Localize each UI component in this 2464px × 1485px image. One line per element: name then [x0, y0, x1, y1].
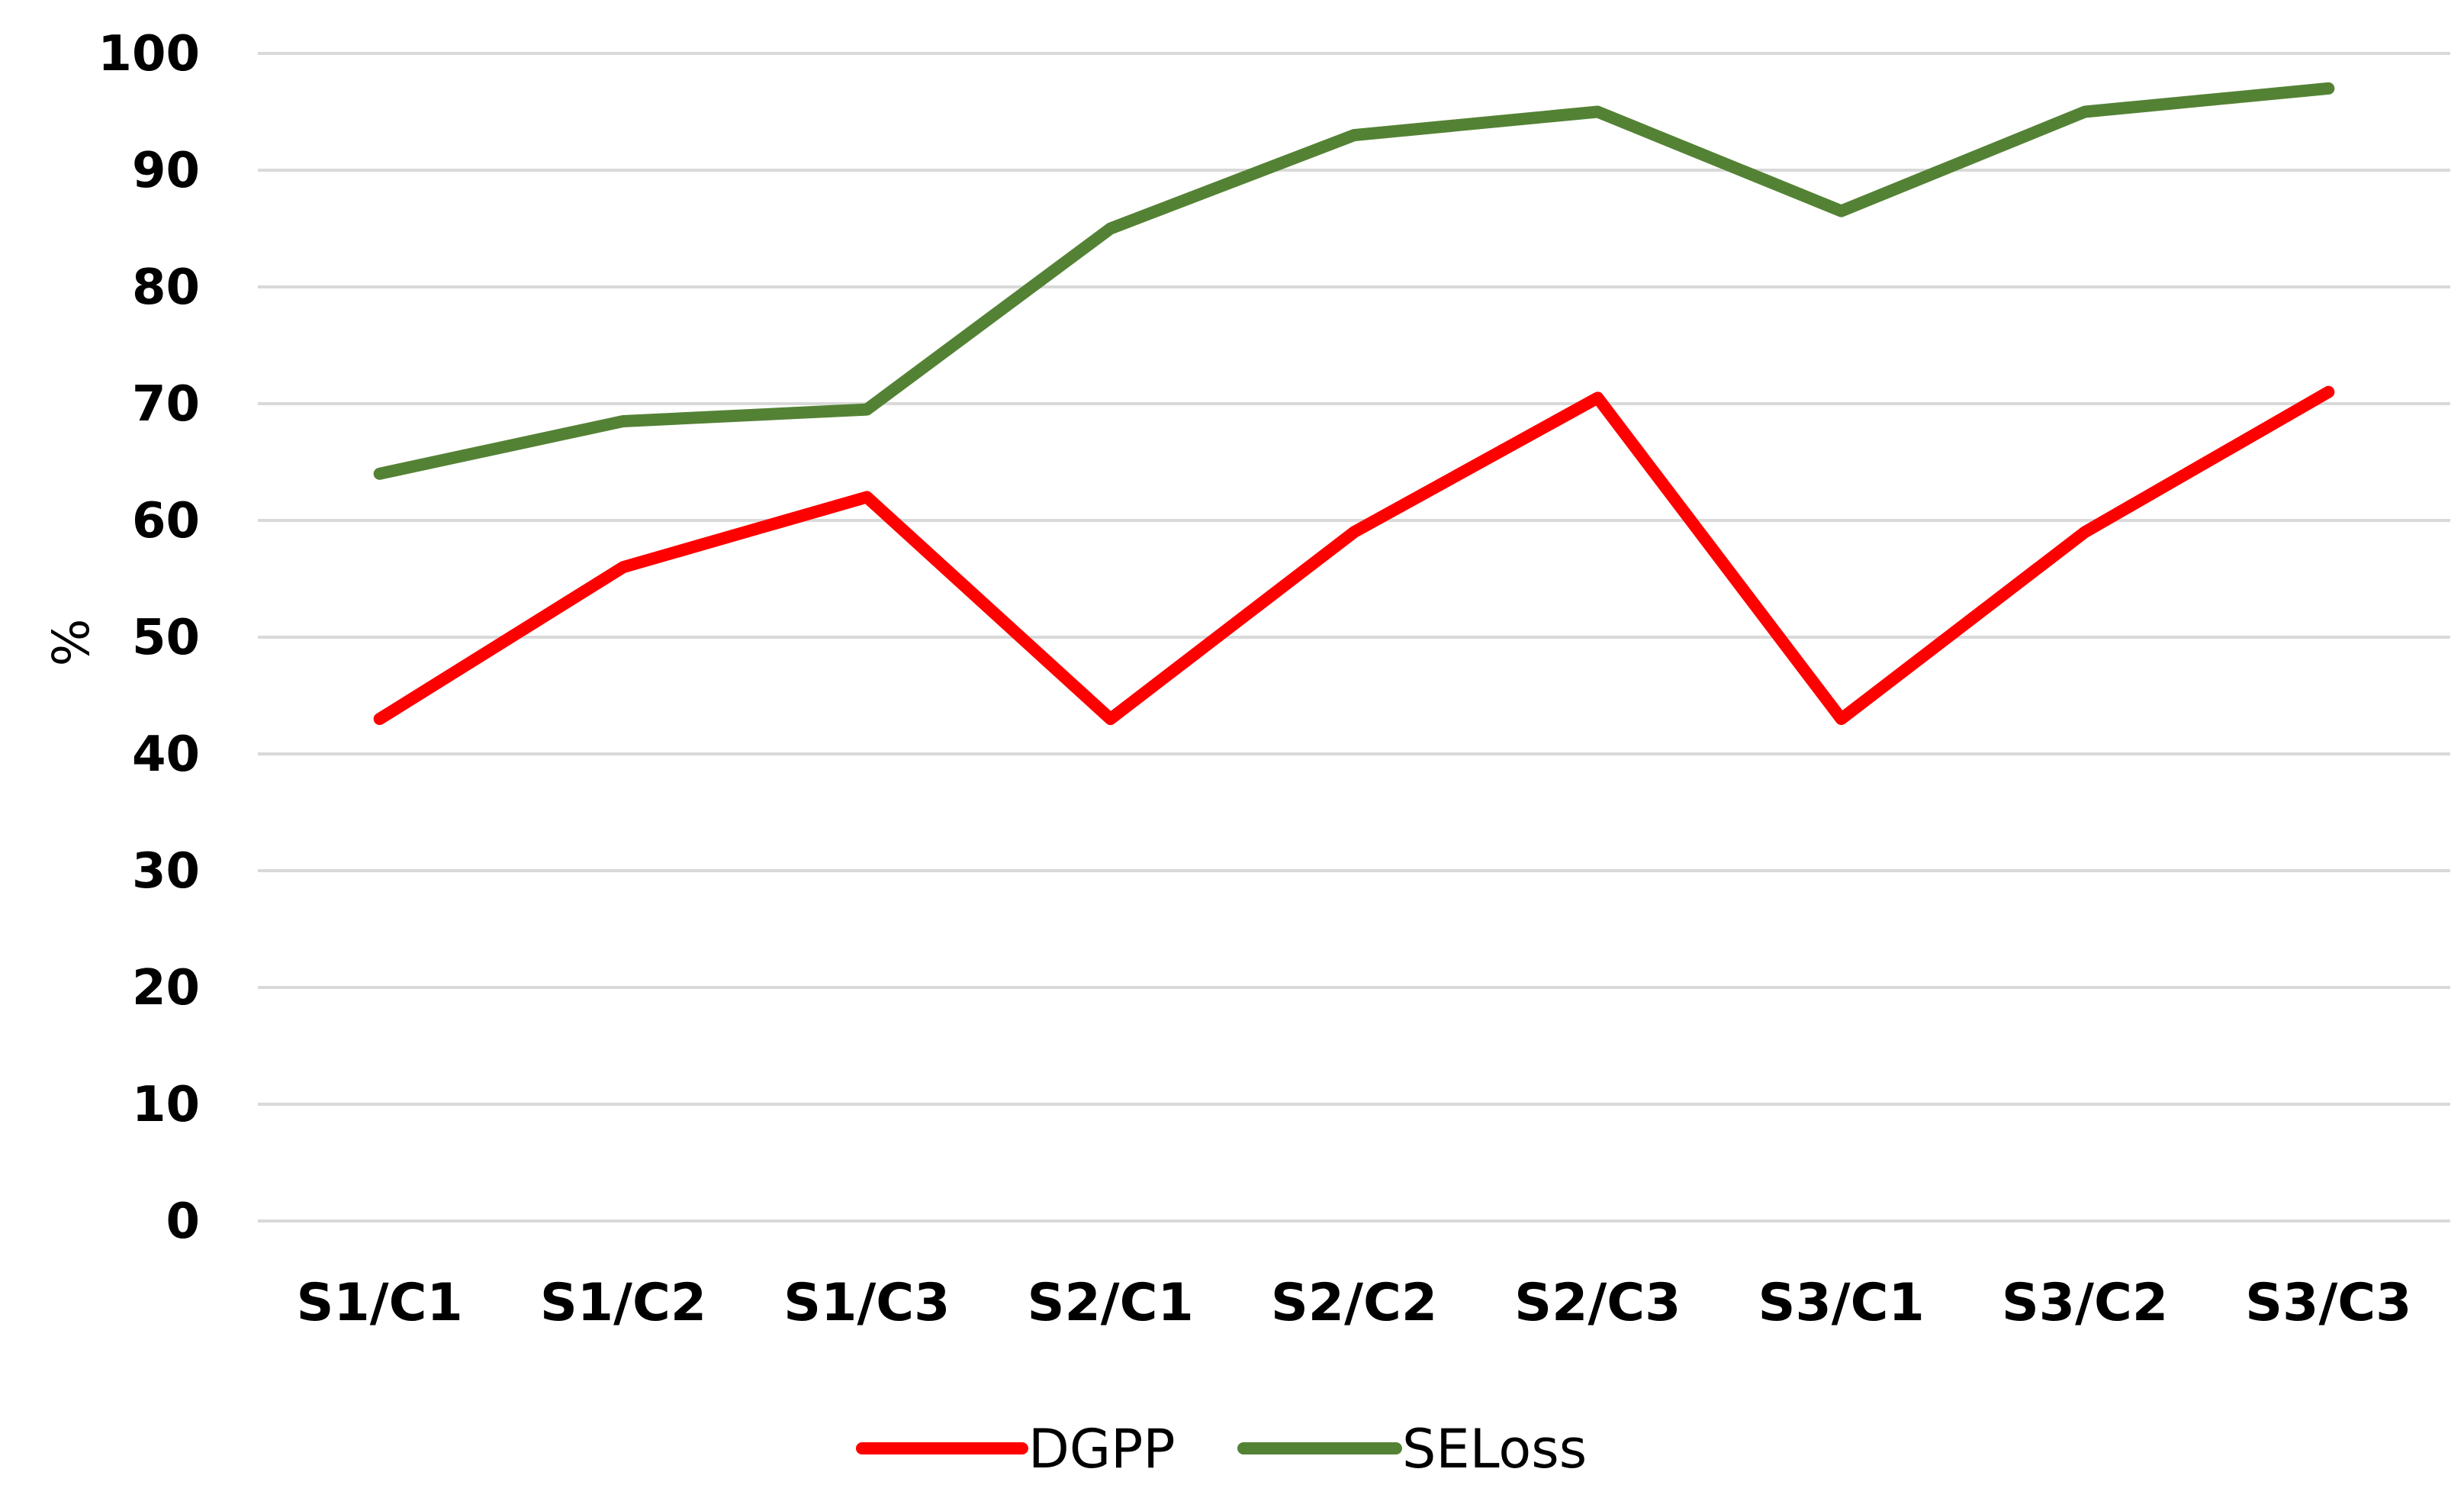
gridlines — [258, 52, 2450, 1222]
data-point-seloss — [1592, 106, 1604, 118]
x-tick-label: S3/C1 — [1758, 1273, 1924, 1333]
y-tick-label: 70 — [132, 376, 200, 433]
y-tick-label: 80 — [132, 259, 200, 316]
data-point-seloss — [2080, 106, 2090, 118]
y-tick-label: 50 — [132, 610, 200, 666]
y-tick-label: 0 — [166, 1193, 200, 1250]
x-axis-tick-labels: S1/C1 S1/C2 S1/C3 S2/C1 S2/C2 S2/C3 S3/C1 S3/C2… — [296, 1273, 2411, 1333]
x-tick-label: S2/C3 — [1514, 1273, 1681, 1333]
data-point-dgpp — [618, 562, 629, 573]
series-line-seloss — [373, 82, 2335, 480]
data-point-dgpp — [1349, 527, 1359, 538]
data-point-seloss — [374, 468, 385, 479]
data-point-seloss — [2323, 82, 2334, 94]
y-tick-label: 20 — [132, 960, 200, 1016]
data-point-seloss — [1349, 130, 1359, 141]
series-lines — [373, 82, 2335, 726]
y-tick-label: 100 — [98, 26, 200, 82]
data-point-seloss — [618, 415, 629, 427]
data-point-dgpp — [1592, 392, 1604, 404]
legend-label-dgpp: DGPP — [1028, 1418, 1176, 1480]
x-tick-label: S3/C2 — [2002, 1273, 2168, 1333]
data-point-dgpp — [1835, 714, 1847, 725]
data-point-dgpp — [374, 714, 385, 725]
x-tick-label: S1/C1 — [296, 1273, 462, 1333]
x-tick-label: S3/C3 — [2245, 1273, 2411, 1333]
y-tick-label: 40 — [132, 726, 200, 783]
series-line-dgpp — [373, 385, 2335, 726]
x-tick-label: S2/C1 — [1027, 1273, 1193, 1333]
y-axis-tick-labels: 0 10 20 30 40 50 60 70 80 90 100 — [98, 26, 200, 1250]
legend-label-seloss: SELoss — [1402, 1418, 1587, 1480]
x-tick-label: S1/C2 — [540, 1273, 706, 1333]
data-point-seloss — [1835, 205, 1847, 217]
data-point-seloss — [1105, 223, 1116, 234]
data-point-dgpp — [861, 491, 873, 503]
y-tick-label: 60 — [132, 493, 200, 549]
data-point-dgpp — [2323, 386, 2334, 398]
y-tick-label: 30 — [132, 843, 200, 900]
data-point-dgpp — [2080, 527, 2090, 538]
legend: DGPP SELoss — [856, 1418, 1587, 1480]
x-tick-label: S2/C2 — [1271, 1273, 1437, 1333]
data-point-seloss — [861, 404, 873, 415]
data-point-dgpp — [1105, 714, 1116, 725]
y-tick-label: 90 — [132, 143, 200, 199]
x-tick-label: S1/C3 — [783, 1273, 950, 1333]
y-axis-title: % — [40, 619, 98, 667]
y-tick-label: 10 — [132, 1077, 200, 1133]
